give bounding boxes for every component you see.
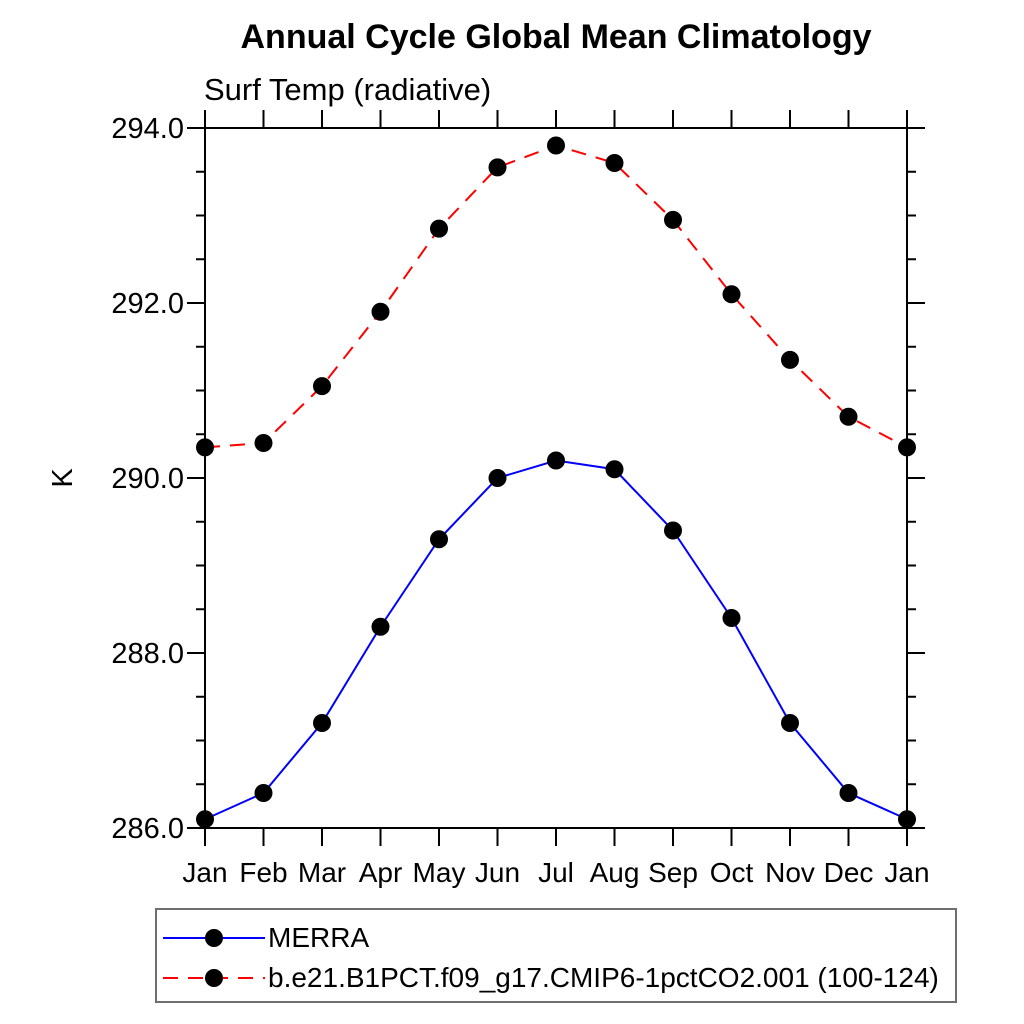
legend-label-merra: MERRA [268, 922, 370, 953]
legend-cmip6-line-sample-icon [163, 969, 265, 987]
data-point-marker [664, 210, 682, 229]
x-axis-month-label: Mar [298, 857, 346, 888]
data-point-marker [722, 609, 741, 627]
x-axis-month-label: Apr [359, 857, 403, 888]
legend-merra-line-sample-icon [163, 929, 265, 947]
legend-label-cmip6: b.e21.B1PCT.f09_g17.CMIP6-1pctCO2.001 (1… [268, 962, 939, 993]
x-axis-month-label: Feb [239, 857, 287, 888]
chart-title: Annual Cycle Global Mean Climatology [240, 18, 872, 56]
x-axis-month-label: May [413, 857, 466, 888]
x-axis-month-label: Aug [590, 857, 640, 888]
x-axis-month-label: Jul [538, 857, 574, 888]
data-point-marker [722, 285, 741, 304]
data-point-marker [196, 438, 214, 457]
data-point-marker [547, 451, 565, 470]
data-point-marker [605, 154, 624, 172]
data-point-marker [430, 219, 448, 238]
chart-subtitle: Surf Temp (radiative) [204, 72, 492, 107]
x-axis-month-label: Dec [824, 857, 874, 888]
data-point-marker [254, 784, 273, 802]
y-axis-unit-label: K [47, 468, 79, 488]
legend-row-cmip6: b.e21.B1PCT.f09_g17.CMIP6-1pctCO2.001 (1… [161, 958, 955, 998]
data-point-marker [371, 617, 390, 636]
legend-row-merra: MERRA [161, 918, 955, 958]
series-line-merra [204, 459, 908, 821]
x-axis-month-label: Jun [475, 857, 520, 888]
data-point-marker [196, 810, 214, 829]
data-point-marker [313, 714, 331, 732]
data-point-marker [605, 460, 624, 479]
y-axis-tick-label: 294.0 [111, 113, 184, 145]
data-point-marker [839, 407, 858, 426]
y-axis-tick-label: 288.0 [111, 638, 184, 670]
data-point-marker [488, 469, 507, 487]
data-point-marker [839, 784, 858, 802]
x-axis-month-label: Oct [710, 857, 754, 888]
data-point-marker [313, 377, 331, 396]
plot-frame [204, 127, 908, 829]
legend-sample-marker [205, 929, 223, 947]
x-axis-month-label: Nov [765, 857, 815, 888]
data-point-marker [430, 530, 448, 549]
data-point-marker [898, 810, 916, 829]
data-point-marker [547, 136, 565, 155]
y-axis-tick-label: 290.0 [111, 463, 184, 495]
x-axis-month-label: Jan [182, 857, 227, 888]
series-line-cmip6 [204, 144, 908, 449]
y-axis-tick-label: 286.0 [111, 813, 184, 845]
data-point-marker [781, 714, 799, 732]
legend-box: MERRA b.e21.B1PCT.f09_g17.CMIP6-1pctCO2.… [155, 908, 957, 1003]
data-point-marker [371, 302, 390, 321]
data-point-marker [781, 350, 799, 369]
data-point-marker [254, 434, 273, 452]
x-axis-month-label: Sep [648, 857, 698, 888]
x-axis-month-label: Jan [884, 857, 929, 888]
data-point-marker [898, 438, 916, 457]
data-point-marker [664, 521, 682, 540]
data-point-marker [488, 158, 507, 177]
legend-sample-marker [205, 969, 223, 987]
y-axis-tick-label: 292.0 [111, 288, 184, 320]
